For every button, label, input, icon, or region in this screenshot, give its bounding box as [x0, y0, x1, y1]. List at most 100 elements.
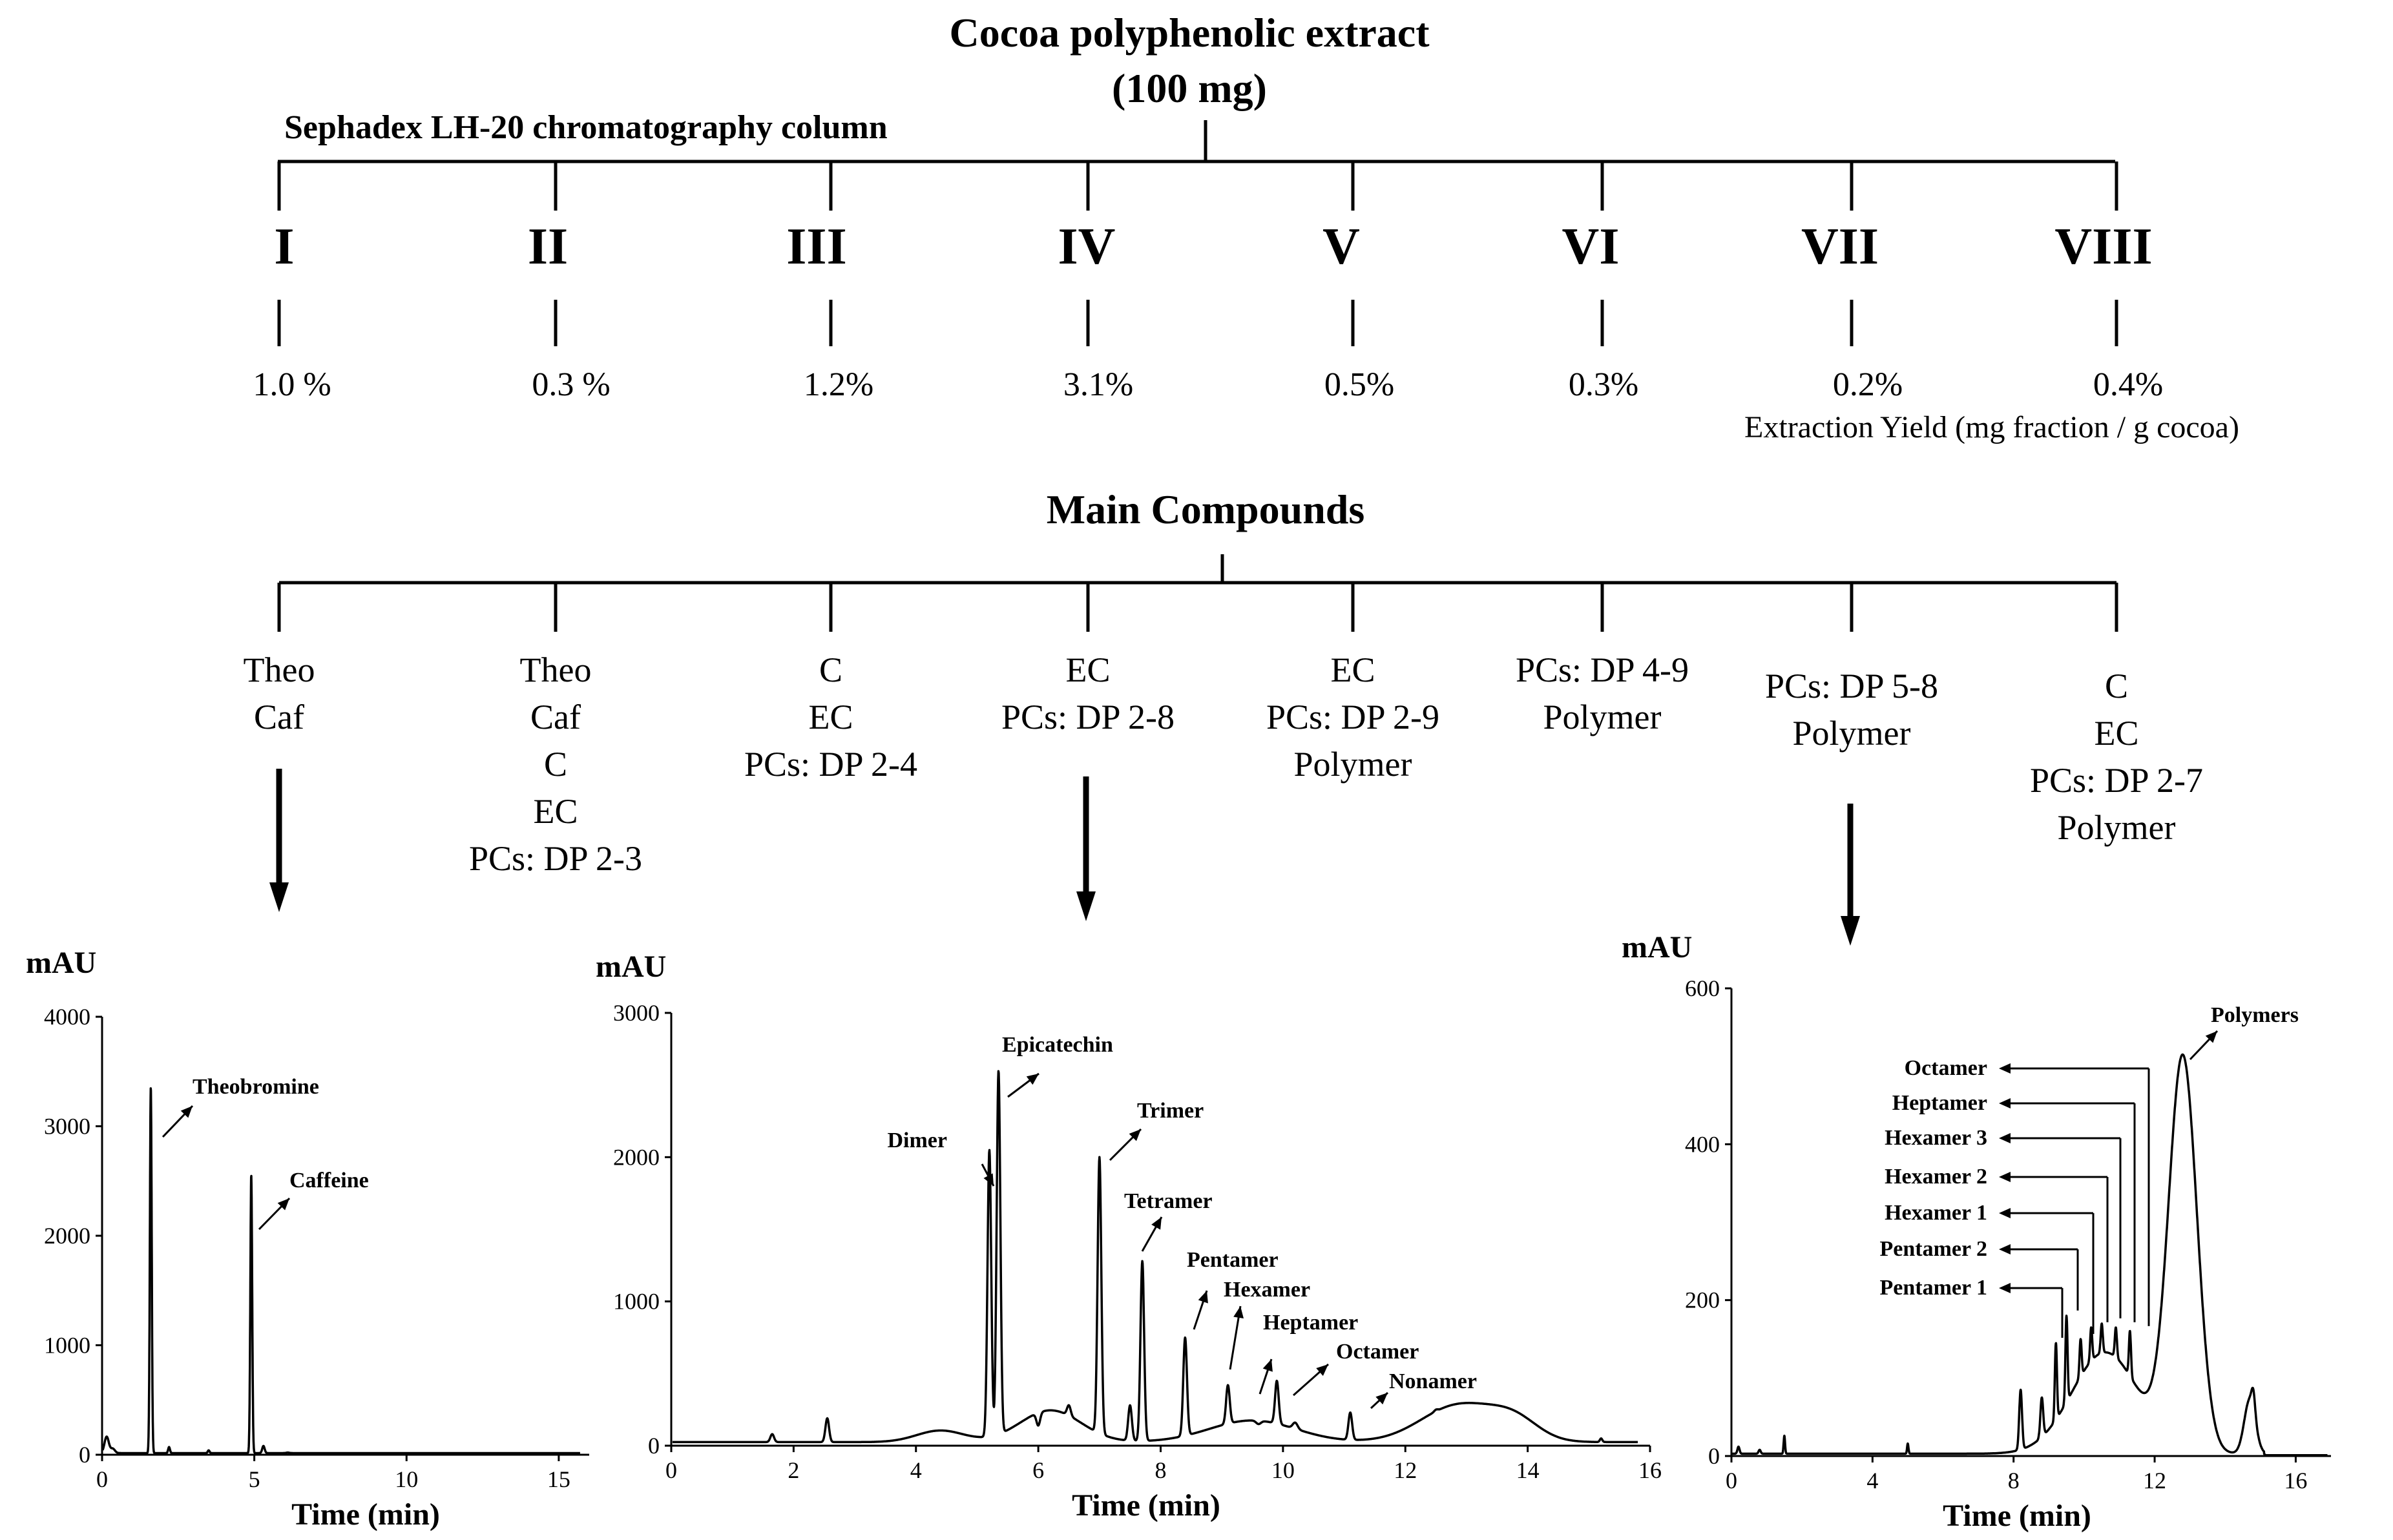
x-tick-label: 8: [1155, 1457, 1167, 1483]
peak-arrowhead: [2205, 1031, 2217, 1043]
y-tick-label: 2000: [613, 1144, 660, 1170]
compound-III-1: EC: [808, 698, 853, 736]
yield-label: Extraction Yield (mg fraction / g cocoa): [1744, 410, 2239, 444]
peak-label: Dimer: [887, 1129, 947, 1152]
y-tick-label: 3000: [44, 1114, 90, 1139]
compound-VI-0: PCs: DP 4-9: [1516, 650, 1689, 689]
y-tick-label: 2000: [44, 1223, 90, 1249]
peak-label: Octamer: [1905, 1056, 1987, 1080]
y-tick-label: 600: [1685, 975, 1720, 1001]
compound-II-2: C: [544, 745, 567, 784]
compound-II-0: Theo: [520, 650, 592, 689]
compound-IV-0: EC: [1065, 650, 1110, 689]
peak-label: Caffeine: [289, 1169, 369, 1192]
peak-arrowhead: [1198, 1291, 1208, 1304]
x-tick-label: 16: [1638, 1457, 1662, 1483]
peak-label: Hexamer 3: [1885, 1126, 1987, 1150]
x-axis-title: Time (min): [1943, 1499, 2091, 1533]
peak-arrowhead: [1999, 1172, 2011, 1182]
fraction-label-IV: IV: [1058, 218, 1116, 275]
fraction-label-III: III: [786, 218, 846, 275]
peak-label: Pentamer: [1187, 1248, 1279, 1272]
x-tick-label: 0: [96, 1466, 108, 1492]
compound-V-2: Polymer: [1294, 745, 1412, 784]
compound-II-3: EC: [533, 792, 578, 831]
compound-VIII-1: EC: [2094, 714, 2138, 753]
chromatogram-fraction-IV: 0 1000 2000 3000 0 2 4 6 8 10 12 14 16 mAU Time (min) D…: [596, 950, 1662, 1523]
y-tick-label: 1000: [613, 1289, 660, 1315]
fraction-yield-IV: 3.1%: [1063, 366, 1133, 403]
x-tick-label: 6: [1032, 1457, 1044, 1483]
chromatogram-trace: [101, 1087, 581, 1455]
x-tick-label: 14: [1516, 1457, 1540, 1483]
fraction-label-V: V: [1322, 218, 1360, 275]
peak-arrowhead: [1316, 1364, 1328, 1376]
x-tick-label: 5: [249, 1466, 260, 1492]
peak-arrowhead: [1999, 1063, 2011, 1074]
peak-arrowhead: [277, 1198, 289, 1211]
peak-label: Heptamer: [1892, 1091, 1987, 1115]
peak-label: Epicatechin: [1002, 1033, 1113, 1057]
peak-arrowhead: [1375, 1393, 1388, 1405]
compound-V-0: EC: [1330, 650, 1375, 689]
fraction-label-II: II: [528, 218, 568, 275]
compound-I-1: Caf: [254, 698, 304, 736]
x-tick-label: 15: [547, 1466, 570, 1492]
x-tick-label: 4: [1866, 1468, 1878, 1493]
y-axis-title: mAU: [596, 950, 666, 984]
peak-arrowhead: [1151, 1217, 1162, 1230]
fraction-yield-III: 1.2%: [804, 366, 873, 403]
peak-arrowhead: [1233, 1306, 1244, 1319]
fraction-yield-VII: 0.2%: [1833, 366, 1903, 403]
peak-label: Pentamer 1: [1880, 1276, 1987, 1300]
compound-VII-1: Polymer: [1793, 714, 1911, 753]
x-tick-label: 16: [2284, 1468, 2307, 1493]
peak-label: Nonamer: [1389, 1369, 1477, 1393]
fraction-label-I: I: [274, 218, 294, 275]
compound-columns: Theo Caf Theo Caf C EC PCs: DP 2-3 C EC PCs: DP 2…: [244, 583, 2203, 878]
peak-label: Polymers: [2211, 1003, 2299, 1027]
fraction-label-VIII: VIII: [2054, 218, 2152, 275]
fraction-yield-VI: 0.3%: [1569, 366, 1638, 403]
peak-label: Octamer: [1336, 1340, 1419, 1364]
compound-IV-1: PCs: DP 2-8: [1001, 698, 1175, 736]
peak-arrowhead: [1129, 1129, 1141, 1141]
compound-I-0: Theo: [244, 650, 315, 689]
arrow-fraction-IV: [1076, 776, 1096, 921]
peak-label: Tetramer: [1124, 1189, 1213, 1213]
compound-VI-1: Polymer: [1543, 698, 1662, 736]
peak-label: Hexamer 1: [1885, 1201, 1987, 1225]
fraction-yield-VIII: 0.4%: [2093, 366, 2163, 403]
peak-arrowhead: [1262, 1359, 1273, 1372]
peak-label: Heptamer: [1263, 1311, 1358, 1335]
peak-arrowhead: [1999, 1208, 2011, 1218]
y-axis-title: mAU: [1622, 930, 1692, 964]
x-axis-title: Time (min): [1072, 1488, 1220, 1523]
fraction-yield-V: 0.5%: [1324, 366, 1394, 403]
y-tick-label: 0: [1708, 1443, 1720, 1469]
x-tick-label: 12: [1394, 1457, 1417, 1483]
peak-arrowhead: [1999, 1133, 2011, 1143]
peak-label: Pentamer 2: [1880, 1237, 1987, 1261]
peak-arrowhead: [1026, 1074, 1039, 1085]
peak-arrowhead: [983, 1173, 994, 1186]
compound-V-1: PCs: DP 2-9: [1266, 698, 1439, 736]
x-tick-label: 8: [2008, 1468, 2020, 1493]
compound-III-0: C: [819, 650, 842, 689]
fraction-yield-I: 1.0 %: [253, 366, 331, 403]
x-tick-label: 0: [665, 1457, 677, 1483]
compound-II-1: Caf: [530, 698, 581, 736]
chromatogram-fraction-VII: 0 200 400 600 0 4 8 12 16 mAU Time (min) Pentamer 1…: [1622, 930, 2331, 1533]
chromatogram-fraction-I: 0 1000 2000 3000 4000 0 5 10 15 mAU Time (min) Theo…: [26, 946, 589, 1532]
arrow-fraction-I: [269, 769, 289, 912]
peak-label: Trimer: [1137, 1099, 1204, 1123]
x-tick-label: 10: [395, 1466, 418, 1492]
column-label: Sephadex LH-20 chromatography column: [284, 109, 888, 146]
peak-arrowhead: [1999, 1098, 2011, 1108]
compound-VII-0: PCs: DP 5-8: [1765, 667, 1938, 705]
y-tick-label: 200: [1685, 1287, 1720, 1313]
peak-arrowhead: [1999, 1283, 2011, 1293]
y-tick-label: 1000: [44, 1333, 90, 1358]
